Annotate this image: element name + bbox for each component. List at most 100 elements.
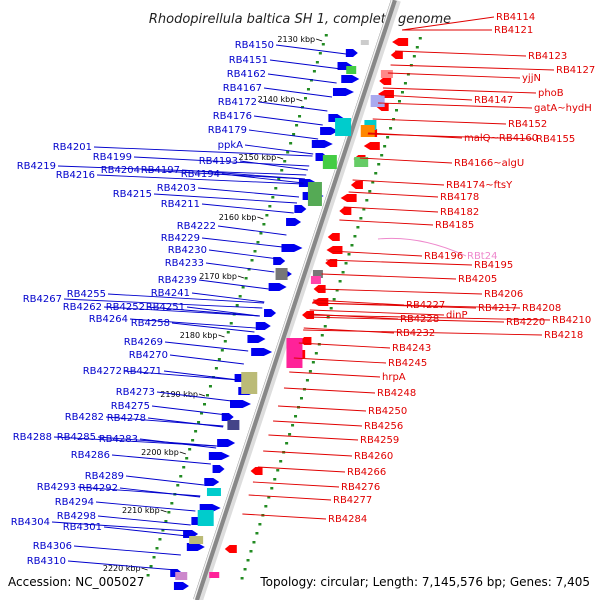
gene-label-left: RB4150 <box>235 40 274 51</box>
scale-tick <box>303 97 307 100</box>
scale-tick <box>185 457 189 460</box>
scale-tick <box>291 424 295 427</box>
gene-label-left: RB4193 <box>199 156 238 167</box>
label-leader-line <box>191 292 265 303</box>
label-leader-line <box>303 329 543 336</box>
scale-tick <box>268 205 272 208</box>
label-leader-line <box>359 157 453 164</box>
gene-label-left: RB4285 <box>57 432 96 443</box>
scale-tick <box>377 163 381 166</box>
scale-tick <box>246 559 250 562</box>
label-leader-line <box>169 354 244 365</box>
gene-label-left: RB4278 <box>107 413 146 424</box>
label-leader-line <box>156 391 232 402</box>
scale-tick <box>406 73 410 76</box>
label-leader-line <box>252 481 340 488</box>
gene-feature <box>350 181 363 189</box>
gene-label-left: RB4304 <box>11 517 50 528</box>
scale-tick <box>392 118 396 121</box>
label-leader-line <box>367 133 535 140</box>
label-leader-line <box>275 44 347 55</box>
scale-tick <box>270 487 274 490</box>
label-leader-line <box>153 193 298 204</box>
gene-feature <box>339 207 352 215</box>
gene-feature <box>379 77 392 85</box>
gene-label-left: RB4289 <box>85 471 124 482</box>
scale-tick <box>323 325 327 328</box>
label-leader-line <box>147 417 224 428</box>
label-leader-line <box>73 545 181 556</box>
label-leader-line <box>244 144 314 155</box>
gene-label-left: RB4216 <box>56 170 95 181</box>
scale-tick <box>155 547 159 550</box>
gene-label-left: RB4262 <box>63 302 102 313</box>
gene-feature-block <box>370 95 385 107</box>
label-leader-line <box>186 306 260 317</box>
label-leader-line <box>289 371 381 378</box>
gene-label-left: RB4258 <box>131 318 170 329</box>
gene-label-right: RB4155 <box>536 134 575 145</box>
gene-label-left: RB4310 <box>27 556 66 567</box>
gene-feature <box>341 75 360 83</box>
gene-label-left: RB4271 <box>123 366 162 377</box>
scale-tick <box>164 520 168 523</box>
label-leader-line <box>208 249 279 260</box>
scale-tick <box>250 259 254 262</box>
scale-tick <box>197 421 201 424</box>
gene-label-left: RB4264 <box>89 314 128 325</box>
gene-label-right: RB4127 <box>556 65 595 76</box>
gene-label-left: RB4282 <box>65 412 104 423</box>
gene-label-right: RB4276 <box>341 482 380 493</box>
kbp-tick-mark <box>141 567 148 571</box>
kbp-tick-mark <box>277 156 284 160</box>
gene-feature-block <box>360 40 369 45</box>
kbp-tick-label: 2130 kbp <box>277 35 315 44</box>
kbp-tick-mark <box>218 334 225 338</box>
gene-label-right: RB4227 <box>406 300 445 311</box>
gene-label-left: RB4222 <box>177 221 216 232</box>
label-leader-line <box>268 434 359 441</box>
scale-tick <box>294 415 298 418</box>
scale-tick <box>286 151 290 154</box>
gene-label-left: RB4233 <box>165 258 204 269</box>
label-leader-line <box>382 87 537 94</box>
gene-feature <box>268 283 287 291</box>
label-leader-line <box>307 316 505 323</box>
label-leader-line <box>198 279 269 290</box>
scale-tick <box>146 574 150 577</box>
gene-label-right: RB4147 <box>474 95 513 106</box>
rna-leader-line <box>377 237 467 257</box>
gene-feature <box>294 205 307 213</box>
backbone-highlight <box>193 0 393 600</box>
scale-tick <box>176 484 180 487</box>
gene-label-right: RB4206 <box>484 289 523 300</box>
scale-tick <box>397 100 401 103</box>
label-leader-line <box>96 174 304 185</box>
gene-label-left: RB4298 <box>57 511 96 522</box>
scale-tick <box>235 304 239 307</box>
scale-tick <box>418 37 422 40</box>
scale-tick <box>347 253 351 256</box>
gene-feature-block <box>354 157 369 167</box>
label-leader-line <box>263 450 353 457</box>
scale-tick <box>191 439 195 442</box>
gene-feature-block <box>209 572 220 578</box>
scale-tick <box>247 268 251 271</box>
gene-feature <box>392 38 409 46</box>
scale-tick <box>244 277 248 280</box>
kbp-tick-mark <box>296 98 303 102</box>
gene-label-left: RB4197 <box>141 165 180 176</box>
gene-feature <box>251 348 273 356</box>
gene-label-left: RB4286 <box>71 450 110 461</box>
gene-label-right: RB4152 <box>508 119 547 130</box>
label-leader-lines <box>51 16 555 571</box>
label-leader-line <box>377 102 533 109</box>
scale-tick <box>301 106 305 109</box>
gene-feature <box>224 545 237 553</box>
scale-tick <box>200 412 204 415</box>
gene-label-right: RB4220 <box>506 317 545 328</box>
label-leader-line <box>107 293 265 304</box>
scale-tick <box>220 349 224 352</box>
label-leader-line <box>239 160 308 171</box>
gene-label-right: RB4228 <box>400 314 439 325</box>
